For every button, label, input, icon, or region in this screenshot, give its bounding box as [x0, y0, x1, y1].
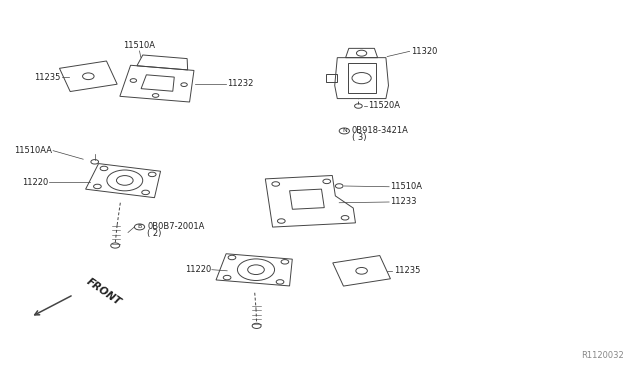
Text: B: B: [138, 224, 141, 230]
Text: 11510A: 11510A: [124, 41, 156, 50]
Text: 0B0B7-2001A: 0B0B7-2001A: [147, 222, 205, 231]
Text: 11233: 11233: [390, 198, 417, 206]
Text: 11235: 11235: [394, 266, 420, 275]
Text: ( 3): ( 3): [352, 133, 367, 142]
Text: 11220: 11220: [22, 178, 48, 187]
Text: 11510AA: 11510AA: [15, 146, 52, 155]
Text: 11235: 11235: [34, 73, 60, 81]
Text: 11520A: 11520A: [368, 101, 400, 110]
Text: 11320: 11320: [411, 47, 437, 56]
Text: 0B918-3421A: 0B918-3421A: [352, 126, 409, 135]
Text: R1120032: R1120032: [581, 351, 624, 360]
Text: 11232: 11232: [227, 79, 253, 88]
Text: N: N: [342, 128, 347, 134]
Text: FRONT: FRONT: [84, 276, 123, 308]
Text: ( 2): ( 2): [147, 229, 161, 238]
Text: 11220: 11220: [185, 265, 211, 274]
Text: 11510A: 11510A: [390, 182, 422, 191]
